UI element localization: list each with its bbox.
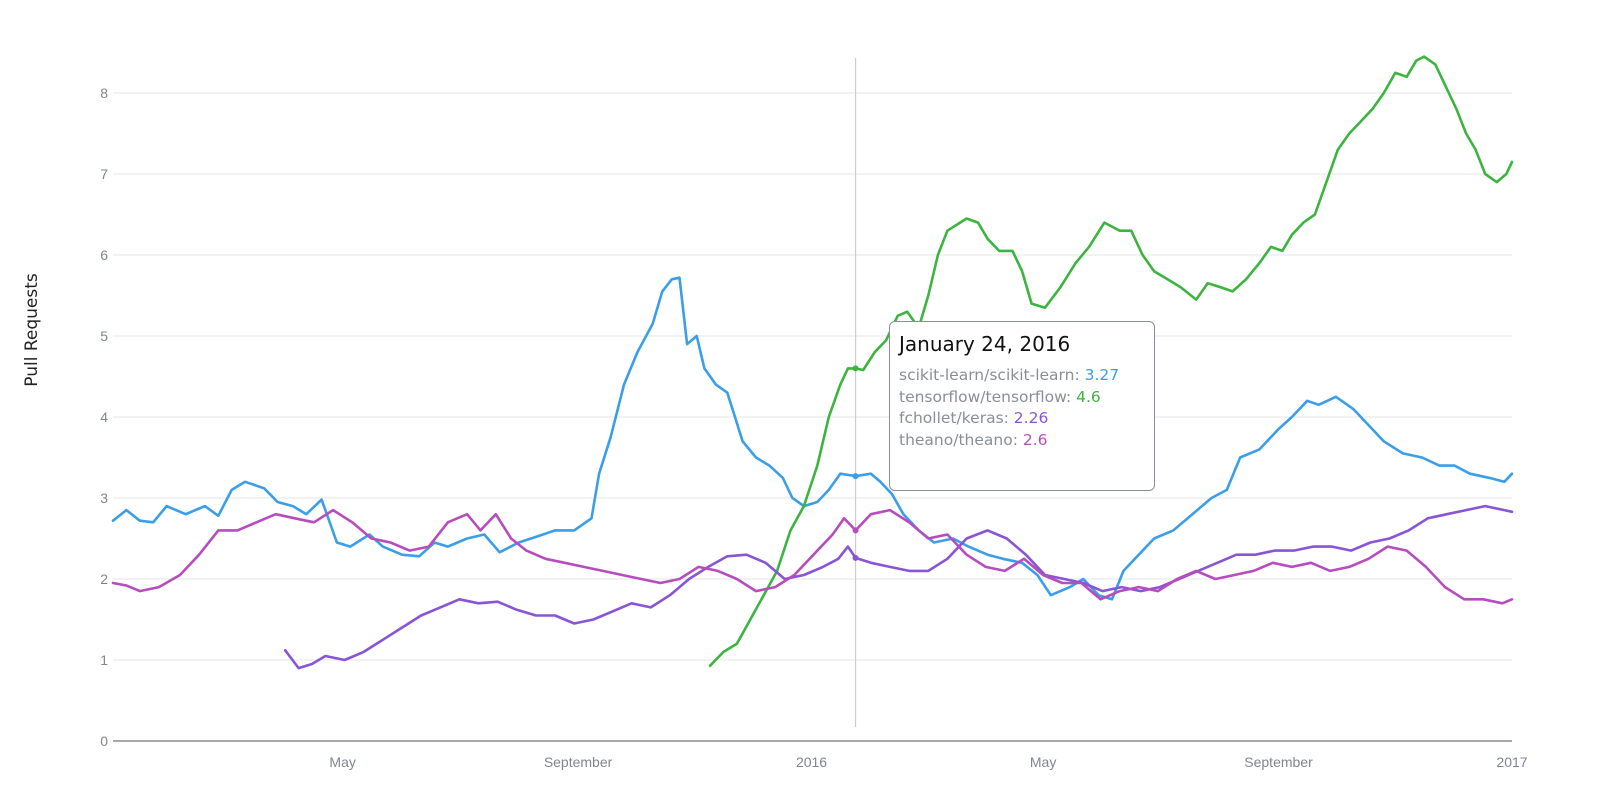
tooltip-series-name: fchollet/keras xyxy=(899,409,1004,427)
series-line xyxy=(283,504,1514,670)
tooltip-series-value: 2.6 xyxy=(1022,430,1048,449)
tooltip-series-value: 3.27 xyxy=(1084,366,1120,384)
hover-marker xyxy=(852,473,859,480)
tooltip-series-value: 2.26 xyxy=(1013,409,1049,427)
y-tick-label: 1 xyxy=(100,652,108,668)
tooltip-date: January 24, 2016 xyxy=(899,332,1071,356)
series-line xyxy=(111,276,1514,601)
x-tick-label: May xyxy=(1030,754,1056,770)
series-line xyxy=(111,508,1514,605)
y-tick-label: 5 xyxy=(100,328,108,344)
tooltip-row: scikit-learn/scikit-learn: 3.27 xyxy=(899,366,1120,384)
x-tick-label: 2017 xyxy=(1496,754,1527,770)
y-tick-label: 7 xyxy=(100,166,108,182)
tooltip-series-value: 4.6 xyxy=(1076,387,1101,406)
hover-marker xyxy=(852,365,859,372)
y-axis-label: Pull Requests xyxy=(22,273,42,387)
hover-tooltip: January 24, 2016 scikit-learn/scikit-lea… xyxy=(889,321,1155,491)
x-tick-label: May xyxy=(329,754,355,770)
tooltip-row: fchollet/keras: 2.26 xyxy=(899,409,1049,427)
x-tick-label: September xyxy=(1244,754,1313,770)
tooltip-series-name: theano/theano xyxy=(899,430,1013,449)
y-tick-label: 4 xyxy=(100,409,108,425)
y-tick-label: 3 xyxy=(100,490,108,506)
y-tick-label: 2 xyxy=(100,571,108,587)
tooltip-row: tensorflow/tensorflow: 4.6 xyxy=(899,387,1101,406)
hover-marker xyxy=(852,527,859,534)
tooltip-series-name: scikit-learn/scikit-learn xyxy=(899,366,1075,384)
tooltip-series-name: tensorflow/tensorflow xyxy=(899,387,1066,406)
tooltip-row: theano/theano: 2.6 xyxy=(899,430,1048,449)
x-tick-label: September xyxy=(544,754,613,770)
x-tick-label: 2016 xyxy=(796,754,827,770)
y-tick-label: 6 xyxy=(100,247,108,263)
y-tick-label: 0 xyxy=(100,733,108,749)
hover-marker xyxy=(852,554,859,561)
series-line xyxy=(708,55,1514,667)
y-tick-label: 8 xyxy=(100,85,108,101)
